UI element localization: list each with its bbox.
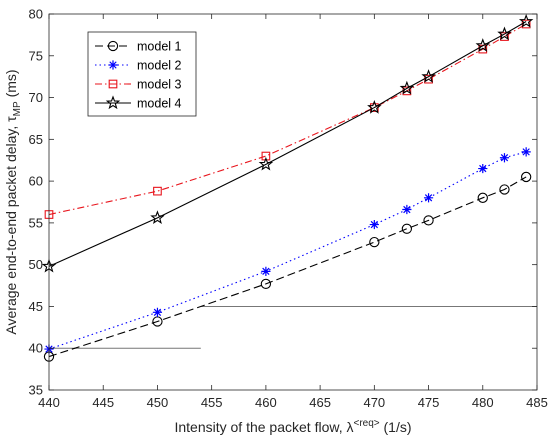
y-axis-label: Average end-to-end packet delay, τMP (ms… <box>3 69 23 334</box>
legend-marker <box>105 95 121 110</box>
x-tick-label: 480 <box>472 395 494 410</box>
legend-item-4: model 4 <box>95 95 182 111</box>
data-point <box>421 69 436 83</box>
x-tick-label: 445 <box>92 395 114 410</box>
data-point <box>423 215 434 226</box>
data-point <box>261 266 271 276</box>
legend: model 1 model 2 model 3 model 4 <box>87 31 197 117</box>
x-tick-label: 475 <box>418 395 440 410</box>
data-point <box>475 38 490 52</box>
data-point <box>399 80 415 95</box>
data-point <box>478 163 488 174</box>
data-point <box>499 153 510 163</box>
y-tick-label: 55 <box>29 215 43 230</box>
data-point <box>423 193 434 203</box>
x-tick-label: 465 <box>309 395 331 410</box>
series-1 <box>43 171 532 362</box>
series-4 <box>41 13 534 273</box>
x-tick-label: 460 <box>255 395 277 410</box>
data-point <box>518 13 534 28</box>
legend-label: model 2 <box>137 59 182 73</box>
x-tick-label: 455 <box>201 395 223 410</box>
x-tick-label: 440 <box>38 395 60 410</box>
data-point <box>152 307 163 317</box>
x-tick-label: 450 <box>147 395 169 410</box>
x-axis-label: Intensity of the packet flow, λ<req> (1/… <box>174 418 411 435</box>
data-point <box>369 219 379 230</box>
series-line-2 <box>48 151 527 350</box>
legend-label: model 4 <box>137 97 182 111</box>
y-tick-label: 65 <box>29 132 43 147</box>
y-tick-label: 70 <box>29 90 43 105</box>
legend-item-1: model 1 <box>95 40 182 54</box>
legend-marker <box>108 60 118 70</box>
axes-box <box>48 13 538 391</box>
data-point <box>260 278 272 290</box>
data-point <box>497 26 512 41</box>
data-point <box>150 210 165 225</box>
y-tick-label: 75 <box>29 48 43 63</box>
data-point <box>153 186 162 196</box>
legend-label: model 3 <box>137 78 182 92</box>
data-point <box>401 223 413 234</box>
data-point <box>499 184 510 195</box>
data-point <box>258 156 274 171</box>
legend-marker <box>108 79 118 89</box>
y-tick-label: 40 <box>29 341 43 356</box>
legend-box <box>87 31 197 117</box>
data-point <box>521 171 532 183</box>
y-axis: 35 40 45 50 55 60 65 70 75 80 <box>29 7 537 398</box>
series-line-4 <box>48 21 527 267</box>
x-tick-label: 485 <box>526 395 548 410</box>
x-tick-label: 470 <box>363 395 385 410</box>
data-point <box>369 236 380 248</box>
data-point <box>367 99 382 114</box>
legend-item-3: model 3 <box>95 78 182 92</box>
y-tick-label: 35 <box>29 383 43 398</box>
x-axis: 440 445 450 455 460 465 470 475 480 485 <box>38 14 548 410</box>
data-point <box>402 204 412 215</box>
y-tick-label: 80 <box>29 7 43 22</box>
y-tick-label: 45 <box>29 299 43 314</box>
y-tick-label: 50 <box>29 257 43 272</box>
data-point <box>477 192 488 203</box>
y-tick-label: 60 <box>29 174 43 189</box>
legend-marker <box>107 40 119 52</box>
legend-item-2: model 2 <box>95 59 182 73</box>
data-point <box>521 147 531 157</box>
legend-label: model 1 <box>137 40 182 54</box>
